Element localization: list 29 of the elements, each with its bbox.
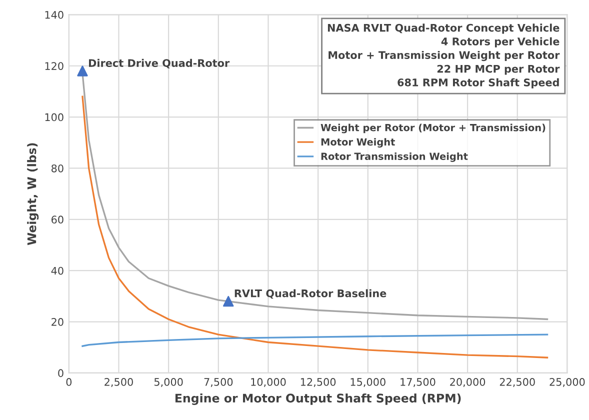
y-tick-label: 80 [52, 164, 64, 172]
annotation: RVLT Quad-Rotor Baseline [234, 289, 386, 299]
x-tick-label: 5,000 [154, 378, 183, 387]
y-tick-label: 20 [52, 318, 64, 326]
y-axis-title: Weight, W (lbs) [27, 143, 39, 246]
y-tick-label: 100 [45, 113, 64, 122]
x-axis-title: Engine or Motor Output Shaft Speed (RPM) [175, 393, 461, 405]
y-tick-label: 120 [45, 62, 64, 70]
y-tick-label: 60 [52, 216, 64, 224]
annotation: Direct Drive Quad-Rotor [89, 58, 230, 68]
annotation: NASA RVLT Quad-Rotor Concept Vehicle 4 Rotors per Vehicle Motor + Transmission Weight per Rotor 22 HP MCP per Rotor 681 RPM Rotor Shaft Speed [328, 24, 560, 88]
x-tick-label: 10,000 [251, 378, 286, 387]
legend-label: Rotor Transmission Weight [321, 152, 468, 162]
x-tick-label: 25,000 [550, 378, 585, 387]
y-tick-label: 40 [51, 266, 64, 275]
legend-label: Weight per Rotor (Motor + Transmission) [320, 124, 546, 134]
x-tick-label: 20,000 [450, 378, 486, 387]
x-tick-label: 0 [66, 378, 72, 386]
legend-label: Motor Weight [321, 138, 395, 148]
x-tick-label: 22,500 [500, 378, 535, 387]
y-tick-label: 140 [45, 10, 64, 19]
x-tick-label: 7,500 [204, 378, 233, 387]
line-series [82, 96, 548, 358]
x-tick-label: 12,500 [300, 378, 336, 387]
y-tick-label: 0 [58, 369, 64, 378]
x-tick-label: 15,000 [350, 378, 386, 387]
x-tick-label: 17,500 [400, 378, 436, 387]
line-series [82, 334, 548, 347]
x-tick-label: 2,500 [104, 378, 133, 387]
